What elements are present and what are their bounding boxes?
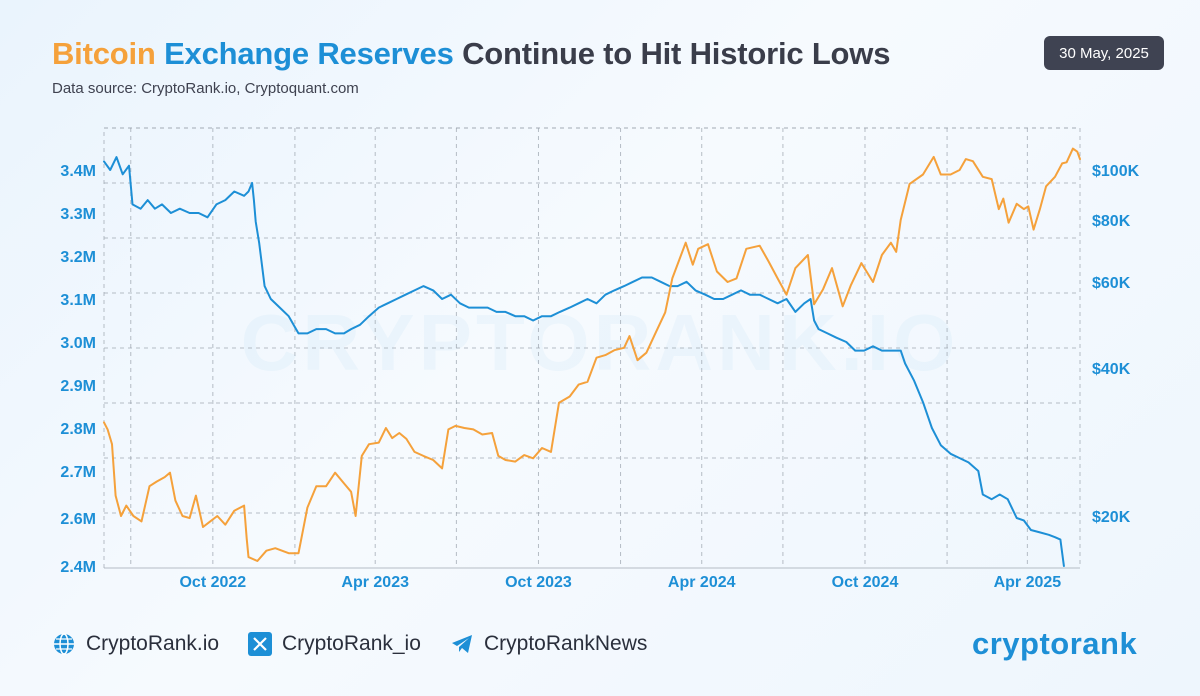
telegram-icon bbox=[452, 635, 472, 653]
y-right-tick-label: $80K bbox=[1092, 213, 1131, 230]
chart-title: Bitcoin Exchange Reserves Continue to Hi… bbox=[52, 36, 890, 72]
y-right-tick-label: $20K bbox=[1092, 509, 1131, 526]
date-badge: 30 May, 2025 bbox=[1044, 36, 1164, 70]
y-left-tick-label: 2.9M bbox=[60, 378, 96, 395]
globe-icon bbox=[54, 633, 74, 655]
series-lines bbox=[103, 147, 1081, 567]
title-rest: Continue to Hit Historic Lows bbox=[462, 36, 891, 71]
x-handle-label: CryptoRank_io bbox=[282, 632, 421, 655]
website-label: CryptoRank.io bbox=[86, 632, 220, 655]
y-right-tick-label: $100K bbox=[1092, 163, 1140, 180]
footer-website[interactable]: CryptoRank.io bbox=[52, 632, 219, 656]
title-bitcoin: Bitcoin bbox=[52, 36, 156, 71]
footer-telegram[interactable]: CryptoRankNews bbox=[450, 632, 647, 656]
brand-logo: cryptorank bbox=[972, 626, 1138, 661]
x-tick-label: Apr 2025 bbox=[994, 574, 1062, 591]
reserves-line bbox=[103, 156, 1065, 567]
title-exchange-reserves: Exchange Reserves bbox=[164, 36, 454, 71]
x-tick-label: Oct 2022 bbox=[179, 574, 246, 591]
y-left-tick-label: 2.8M bbox=[60, 421, 96, 438]
y-left-tick-label: 3.2M bbox=[60, 249, 96, 266]
telegram-label: CryptoRankNews bbox=[484, 632, 648, 655]
y-right-tick-label: $60K bbox=[1092, 275, 1131, 292]
y-left-tick-label: 2.4M bbox=[60, 559, 96, 576]
x-tick-label: Apr 2024 bbox=[668, 574, 736, 591]
plot-frame bbox=[103, 127, 1081, 569]
axes: 3.4M 3.3M 3.2M 3.1M 3.0M 2.9M 2.8M 2.7M 2.6M 2.4M… bbox=[60, 163, 1139, 591]
y-right-tick-label: $40K bbox=[1092, 361, 1131, 378]
footer-x[interactable]: CryptoRank_io bbox=[248, 632, 421, 656]
x-tick-label: Oct 2024 bbox=[832, 574, 899, 591]
price-line bbox=[103, 147, 1081, 562]
y-left-tick-label: 3.0M bbox=[60, 335, 96, 352]
x-logo-icon bbox=[248, 632, 272, 656]
data-source: Data source: CryptoRank.io, Cryptoquant.… bbox=[52, 80, 359, 97]
y-left-tick-label: 3.4M bbox=[60, 163, 96, 180]
y-left-tick-label: 3.1M bbox=[60, 292, 96, 309]
y-left-tick-label: 3.3M bbox=[60, 206, 96, 223]
y-left-tick-label: 2.7M bbox=[60, 464, 96, 481]
x-tick-label: Apr 2023 bbox=[341, 574, 409, 591]
y-left-tick-label: 2.6M bbox=[60, 511, 96, 528]
x-tick-label: Oct 2023 bbox=[505, 574, 572, 591]
footer: CryptoRank.io CryptoRank_io CryptoRankNe… bbox=[0, 632, 1200, 662]
watermark: CRYPTORANK.IO bbox=[241, 298, 960, 387]
